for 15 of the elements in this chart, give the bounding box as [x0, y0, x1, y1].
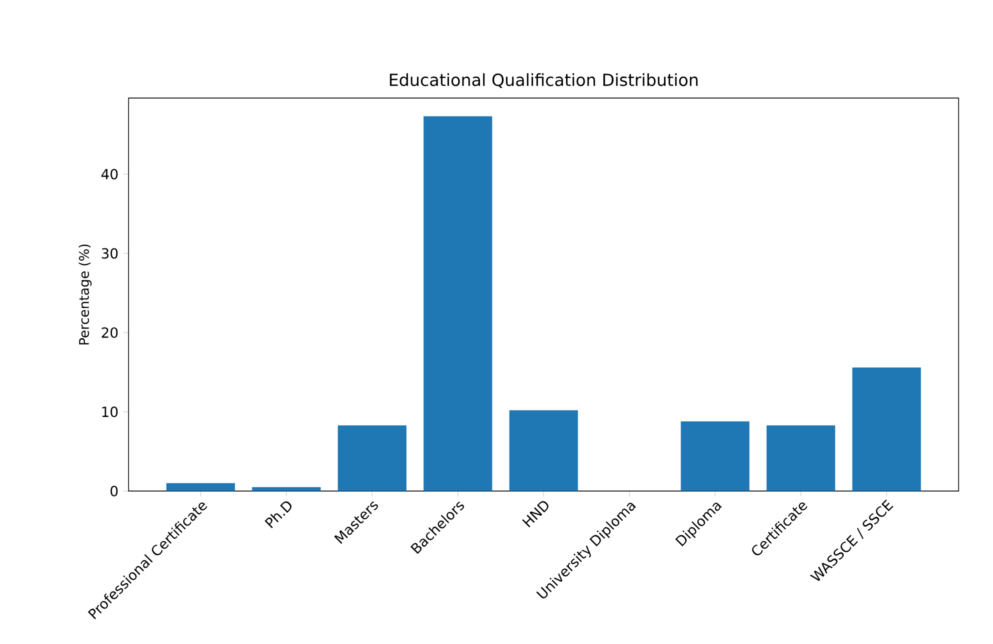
bar	[509, 410, 578, 492]
bar	[252, 487, 321, 492]
y-tick-label: 40	[101, 168, 118, 180]
bar	[166, 483, 235, 492]
bar	[680, 421, 750, 492]
bar	[338, 425, 406, 492]
y-tick-label: 0	[110, 486, 118, 496]
y-tick-label: 30	[102, 248, 118, 259]
bar	[424, 116, 492, 492]
y-tick-label: 10	[102, 406, 118, 418]
chart-title: Educational Qualification Distribution	[390, 73, 698, 88]
y-axis-title: Percentage (%)	[78, 244, 92, 344]
bar	[766, 425, 836, 492]
bar	[852, 367, 921, 492]
y-tick-label: 20	[102, 327, 118, 338]
